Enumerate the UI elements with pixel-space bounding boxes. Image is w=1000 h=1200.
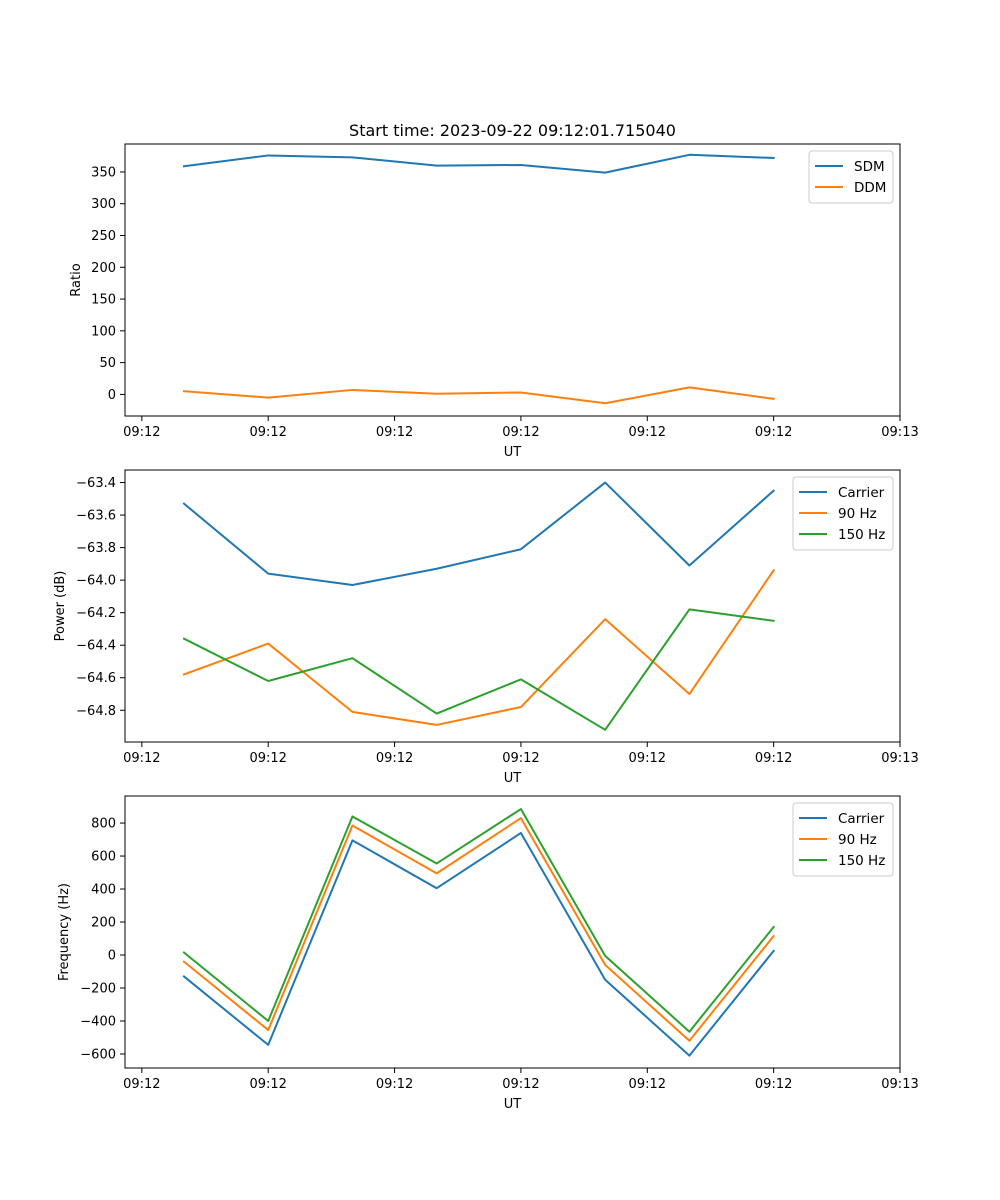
x-tick-label: 09:12 [123, 425, 160, 440]
y-tick-label: 100 [91, 324, 116, 339]
legend-label: Carrier [838, 811, 885, 827]
y-tick-label: 400 [91, 883, 116, 898]
axes-frame [124, 143, 901, 417]
series-line-ddm [182, 386, 775, 405]
series-line-150-hz [182, 608, 775, 731]
y-tick-label: −64.0 [76, 574, 116, 589]
y-tick-label: −63.8 [76, 541, 116, 556]
legend-label: SDM [854, 159, 885, 175]
x-tick-label: 09:12 [755, 425, 792, 440]
series-line-sdm [182, 153, 775, 174]
legend-label: 90 Hz [838, 506, 877, 522]
y-tick-label: 0 [108, 949, 116, 964]
series-group [182, 153, 775, 405]
subplot-3: 09:12 09:12 09:12 09:12 09:12 09:12 09:13 −600 −… [57, 795, 919, 1112]
x-tick-label: 09:12 [502, 1077, 539, 1092]
chart-title: Start time: 2023-09-22 09:12:01.715040 [349, 121, 676, 140]
x-tick-label: 09:12 [755, 751, 792, 766]
x-tick-label: 09:12 [755, 1077, 792, 1092]
series-line-150-hz [182, 808, 776, 1033]
x-tick-label: 09:12 [123, 751, 160, 766]
x-tick-label: 09:13 [881, 751, 918, 766]
series-group [182, 481, 776, 731]
y-tick-label: 250 [91, 229, 116, 244]
x-tick-label: 09:12 [123, 1077, 160, 1092]
legend-label: DDM [854, 180, 886, 196]
y-tick-label: −64.8 [76, 704, 116, 719]
y-tick-label: 600 [91, 850, 116, 865]
y-tick-label: 200 [91, 916, 116, 931]
axes-frame [124, 469, 901, 743]
axes-frame [124, 795, 901, 1069]
y-axis-label: Power (dB) [53, 571, 68, 642]
x-tick-label: 09:13 [881, 425, 918, 440]
series-line-90-hz [182, 817, 776, 1042]
y-axis-label: Ratio [69, 263, 84, 296]
legend-label: Carrier [838, 485, 885, 501]
series-line-carrier [182, 481, 776, 587]
x-tick-label: 09:12 [629, 1077, 666, 1092]
x-axis-label: UT [504, 1097, 522, 1112]
y-tick-label: −64.6 [76, 671, 116, 686]
x-tick-label: 09:12 [629, 425, 666, 440]
legend-label: 90 Hz [838, 832, 877, 848]
legend: Carrier 90 Hz 150 Hz [792, 476, 894, 551]
y-tick-label: −63.6 [76, 509, 116, 524]
x-tick-label: 09:12 [249, 751, 286, 766]
y-tick-label: 800 [91, 817, 116, 832]
y-tick-label: 50 [99, 356, 116, 371]
x-axis-label: UT [504, 771, 522, 786]
legend-frame [792, 476, 894, 551]
y-tick-label: −200 [80, 982, 116, 997]
legend: SDM DDM [808, 150, 894, 204]
subplot-2: 09:12 09:12 09:12 09:12 09:12 09:12 09:13 −64.8… [53, 469, 919, 786]
x-tick-label: 09:13 [881, 1077, 918, 1092]
x-tick-label: 09:12 [376, 425, 413, 440]
series-group [182, 808, 776, 1057]
x-tick-label: 09:12 [376, 751, 413, 766]
y-tick-label: 300 [91, 197, 116, 212]
y-tick-label: −64.4 [76, 639, 116, 654]
legend-frame [808, 150, 894, 204]
y-tick-label: 0 [108, 388, 116, 403]
subplot-1: Start time: 2023-09-22 09:12:01.715040 09… [69, 121, 919, 460]
y-tick-label: 200 [91, 261, 116, 276]
x-tick-label: 09:12 [502, 425, 539, 440]
x-tick-label: 09:12 [629, 751, 666, 766]
x-tick-label: 09:12 [249, 425, 286, 440]
y-tick-label: 150 [91, 293, 116, 308]
legend-label: 150 Hz [838, 853, 885, 869]
y-tick-label: −63.4 [76, 476, 116, 491]
x-axis-label: UT [504, 445, 522, 460]
y-tick-label: −64.2 [76, 606, 116, 621]
series-line-90-hz [182, 568, 776, 726]
legend: Carrier 90 Hz 150 Hz [792, 802, 894, 877]
y-tick-label: −600 [80, 1047, 116, 1062]
y-axis-label: Frequency (Hz) [57, 883, 72, 981]
legend-frame [792, 802, 894, 877]
legend-label: 150 Hz [838, 527, 885, 543]
x-tick-label: 09:12 [249, 1077, 286, 1092]
y-tick-label: −400 [80, 1014, 116, 1029]
plots-container: Start time: 2023-09-22 09:12:01.71504009… [53, 121, 919, 1112]
x-tick-label: 09:12 [376, 1077, 413, 1092]
x-tick-label: 09:12 [502, 751, 539, 766]
y-tick-label: 350 [91, 165, 116, 180]
series-line-carrier [182, 831, 776, 1057]
